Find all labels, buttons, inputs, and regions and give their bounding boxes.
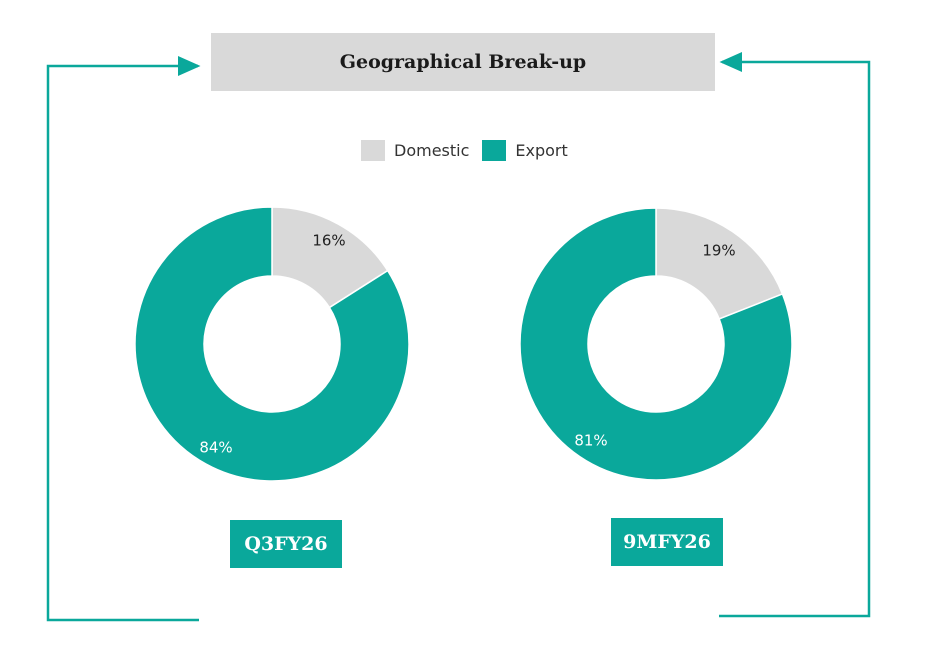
donut-1-label-export: 81% xyxy=(574,432,607,450)
legend-label-domestic: Domestic xyxy=(394,140,470,160)
left-frame-line xyxy=(46,56,201,622)
legend-label-export: Export xyxy=(515,140,568,160)
donut-0-label-domestic: 16% xyxy=(312,232,345,250)
period-label-q3fy26: Q3FY26 xyxy=(230,520,342,568)
right-frame-line xyxy=(719,52,871,618)
legend: Domestic Export xyxy=(361,139,581,161)
legend-swatch-domestic xyxy=(361,139,385,161)
donut-1-slice-domestic xyxy=(655,207,784,320)
period-label-9mfy26-text: 9MFY26 xyxy=(623,531,711,553)
donut-1-label-domestic: 19% xyxy=(702,242,735,260)
legend-item-export: Export xyxy=(482,139,568,161)
period-label-9mfy26: 9MFY26 xyxy=(611,518,723,566)
donut-0-label-export: 84% xyxy=(199,439,232,457)
chart-title-text: Geographical Break-up xyxy=(339,51,587,73)
period-label-q3fy26-text: Q3FY26 xyxy=(244,533,328,555)
legend-swatch-export xyxy=(482,139,507,161)
donut-0-slice-domestic xyxy=(271,206,389,309)
chart-title: Geographical Break-up xyxy=(211,33,715,91)
legend-item-domestic: Domestic xyxy=(361,139,470,161)
donut-1-slice-export xyxy=(519,207,793,481)
donut-0-slice-export xyxy=(134,206,410,482)
